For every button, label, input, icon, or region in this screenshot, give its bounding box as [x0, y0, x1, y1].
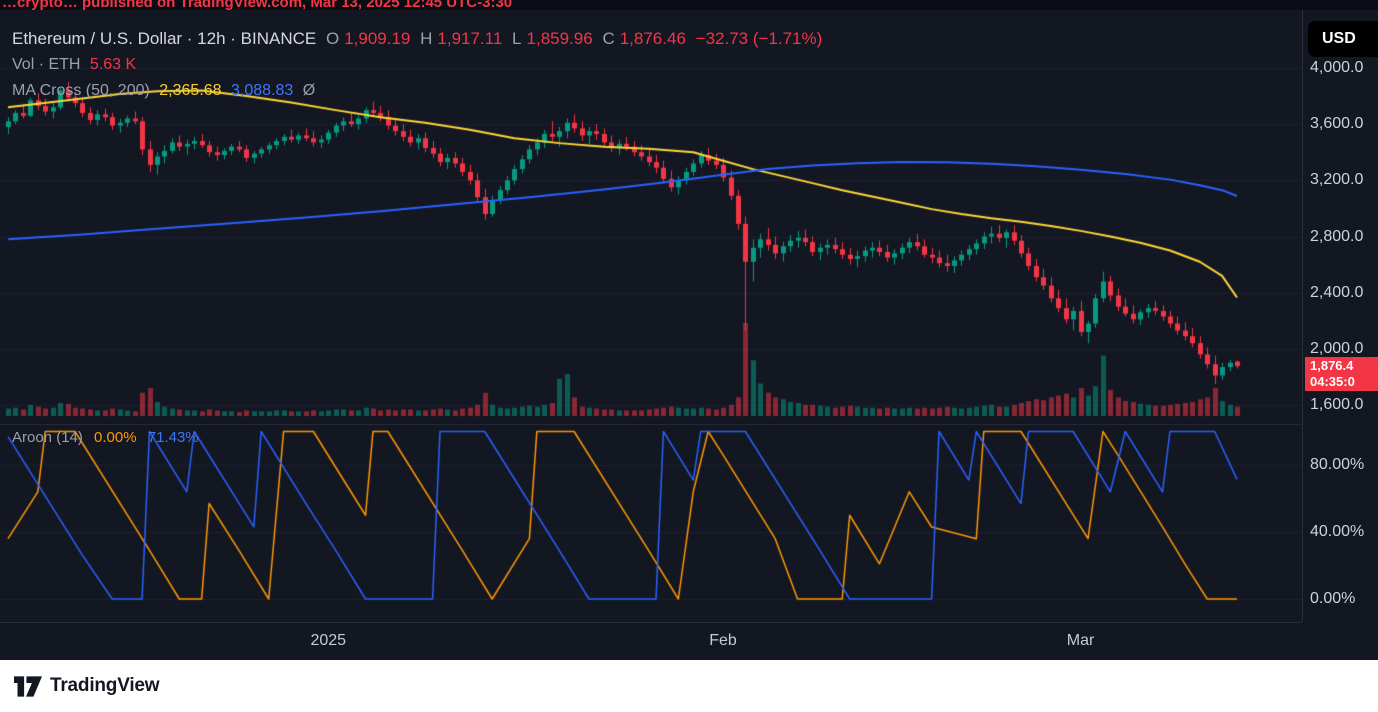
ohlc-close-label: C: [602, 29, 615, 48]
aroon-axis-label: 80.00%: [1310, 456, 1365, 473]
ohlc-open-label: O: [325, 29, 340, 48]
footer-bar: TradingView: [0, 660, 1378, 712]
aroon-axis-label: 40.00%: [1310, 523, 1365, 540]
ma-cross-options-icon[interactable]: Ø: [302, 82, 316, 99]
symbol-title[interactable]: Ethereum / U.S. Dollar · 12h · BINANCE: [12, 29, 317, 48]
time-axis-label: Mar: [1066, 632, 1095, 649]
last-price-badge: 1,876.4 04:35:0: [1305, 357, 1378, 392]
currency-toggle-button[interactable]: USD: [1308, 21, 1378, 57]
ohlc-open-value: 1,909.19: [344, 29, 411, 48]
pane-separator[interactable]: [0, 424, 1302, 425]
time-axis[interactable]: 2025 Feb Mar: [0, 622, 1302, 660]
attribution-text: …crypto… published on TradingView.com, M…: [2, 0, 513, 10]
price-axis-label: 2,400.0: [1310, 283, 1364, 301]
volume-label[interactable]: Vol · ETH: [12, 56, 81, 73]
price-axis-label: 1,600.0: [1310, 396, 1364, 413]
price-axis[interactable]: 1,876.4 04:35:0 4,000.0 3,600.0 3,200.0 2,8…: [1302, 10, 1378, 622]
countdown: 04:35:0: [1310, 374, 1355, 390]
price-axis-label: 3,600.0: [1310, 115, 1364, 133]
price-axis-label: 2,000.0: [1310, 339, 1364, 357]
chart-legend: Ethereum / U.S. Dollar · 12h · BINANCE O…: [12, 26, 827, 104]
ohlc-high-value: 1,917.11: [437, 29, 503, 48]
chart-area: Ethereum / U.S. Dollar · 12h · BINANCE O…: [0, 10, 1378, 660]
price-axis-label: 4,000.0: [1310, 59, 1364, 76]
ma-cross-label[interactable]: MA Cross (50, 200): [12, 82, 150, 99]
ohlc-high-label: H: [420, 29, 433, 48]
aroon-legend: Aroon (14) 0.00% 71.43%: [12, 429, 206, 446]
ohlc-low-value: 1,859.96: [526, 29, 593, 48]
volume-value: 5.63 K: [89, 56, 137, 73]
aroon-upper-value: 0.00%: [94, 429, 137, 446]
attribution-bar: …crypto… published on TradingView.com, M…: [0, 0, 1378, 10]
time-axis-label: 2025: [310, 632, 347, 649]
price-axis-label: 2,800.0: [1310, 227, 1364, 245]
chart-canvas[interactable]: [0, 10, 1302, 622]
aroon-axis-label: 0.00%: [1310, 590, 1356, 607]
tradingview-logo-icon[interactable]: [14, 675, 42, 697]
aroon-label[interactable]: Aroon (14): [12, 429, 83, 446]
ohlc-close-value: 1,876.46: [619, 29, 686, 48]
ma50-value: 2,365.68: [159, 82, 222, 99]
time-axis-label: Feb: [709, 632, 737, 649]
last-price: 1,876.4: [1310, 358, 1354, 374]
price-axis-label: 3,200.0: [1310, 171, 1364, 189]
ma200-value: 3,088.83: [231, 82, 294, 99]
aroon-lower-value: 71.43%: [147, 429, 199, 446]
tradingview-wordmark[interactable]: TradingView: [50, 675, 160, 696]
ohlc-low-label: L: [512, 29, 522, 48]
change-value: −32.73 (−1.71%): [695, 29, 823, 48]
